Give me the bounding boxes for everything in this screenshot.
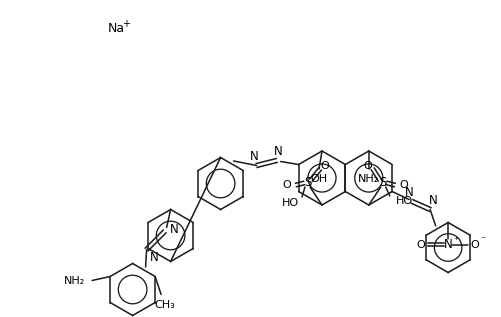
Text: HO: HO — [395, 196, 412, 206]
Text: NH₂: NH₂ — [357, 174, 379, 184]
Text: S: S — [304, 177, 311, 190]
Text: N: N — [150, 251, 159, 264]
Text: O: O — [363, 161, 371, 171]
Text: ⁺: ⁺ — [452, 236, 458, 245]
Text: +: + — [122, 19, 130, 29]
Text: N: N — [428, 194, 437, 207]
Text: O: O — [282, 180, 291, 190]
Text: HO: HO — [281, 198, 298, 208]
Text: N: N — [443, 238, 451, 251]
Text: O: O — [416, 240, 425, 249]
Text: O: O — [399, 180, 407, 190]
Text: NH₂: NH₂ — [63, 275, 85, 286]
Text: N: N — [249, 150, 259, 163]
Text: OH: OH — [310, 174, 327, 184]
Text: N: N — [274, 145, 283, 158]
Text: CH₃: CH₃ — [154, 300, 175, 309]
Text: Na: Na — [108, 22, 125, 35]
Text: N: N — [404, 186, 413, 199]
Text: N: N — [170, 223, 179, 236]
Text: S: S — [378, 177, 386, 190]
Text: O: O — [470, 240, 478, 249]
Text: O: O — [320, 161, 329, 171]
Text: ⁻: ⁻ — [479, 236, 485, 245]
